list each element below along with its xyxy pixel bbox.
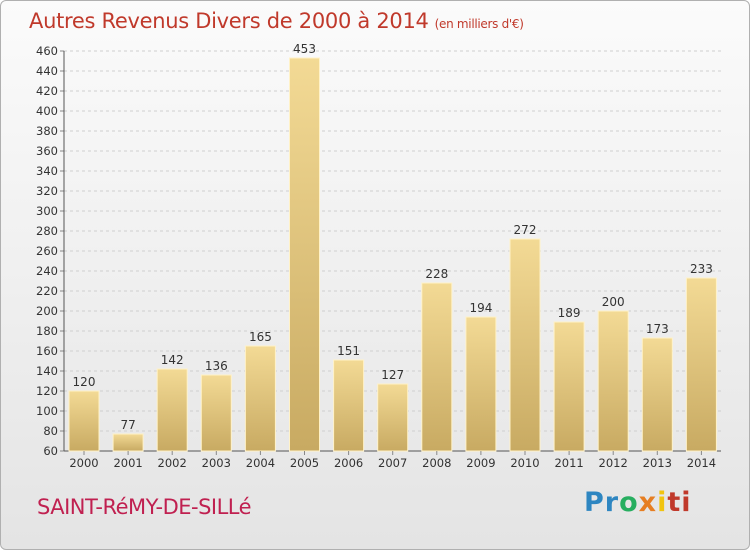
bar-value-label: 194: [469, 301, 492, 315]
x-tick-label: 2008: [422, 456, 451, 470]
bar: [465, 316, 497, 452]
bar: [509, 238, 541, 452]
y-tick-label: 240: [36, 264, 58, 278]
chart-title: Autres Revenus Divers de 2000 à 2014 (en …: [29, 9, 524, 33]
x-tick-label: 2006: [334, 456, 363, 470]
bar: [641, 337, 673, 452]
logo-part-4: i: [657, 487, 668, 518]
y-tick-label: 400: [36, 104, 58, 118]
logo-part-2: o: [619, 487, 639, 518]
chart-subtitle: (en milliers d'€): [434, 17, 524, 31]
bar: [244, 345, 276, 452]
y-tick-label: 220: [36, 284, 58, 298]
logo-part-5: ti: [667, 487, 692, 518]
y-tick-label: 80: [43, 424, 58, 438]
bar: [597, 310, 629, 452]
commune-name: SAINT-RéMY-DE-SILLé: [37, 495, 252, 519]
bar: [68, 390, 100, 452]
y-tick-label: 180: [36, 324, 58, 338]
x-tick-label: 2000: [69, 456, 98, 470]
bar: [685, 277, 717, 452]
bar: [377, 383, 409, 452]
bar-value-label: 173: [646, 322, 669, 336]
bar-value-label: 165: [249, 330, 272, 344]
bar: [421, 282, 453, 452]
x-tick-label: 2012: [599, 456, 628, 470]
y-tick-label: 160: [36, 344, 58, 358]
y-tick-label: 200: [36, 304, 58, 318]
x-tick-label: 2009: [466, 456, 495, 470]
bar: [553, 321, 585, 452]
y-tick-label: 380: [36, 124, 58, 138]
x-tick-label: 2003: [202, 456, 231, 470]
chart-title-text: Autres Revenus Divers de 2000 à 2014: [29, 9, 429, 33]
proxiti-logo: Proxiti: [584, 487, 692, 518]
bar: [112, 433, 144, 452]
y-tick-label: 60: [43, 444, 58, 458]
logo-part-3: x: [638, 487, 658, 518]
y-tick-label: 360: [36, 144, 58, 158]
y-tick-label: 280: [36, 224, 58, 238]
x-tick-label: 2010: [510, 456, 539, 470]
bar-value-label: 233: [690, 262, 713, 276]
x-tick-label: 2011: [554, 456, 583, 470]
y-tick-label: 120: [36, 384, 58, 398]
y-tick-label: 300: [36, 204, 58, 218]
bar-value-label: 453: [293, 42, 316, 56]
bar-value-label: 272: [514, 223, 537, 237]
bar: [333, 359, 365, 452]
y-tick-label: 420: [36, 84, 58, 98]
y-tick-label: 260: [36, 244, 58, 258]
bar-value-label: 136: [205, 359, 228, 373]
y-tick-label: 320: [36, 184, 58, 198]
y-tick-label: 340: [36, 164, 58, 178]
bar-value-label: 228: [425, 267, 448, 281]
logo-part-1: Pr: [584, 487, 620, 518]
y-tick-label: 100: [36, 404, 58, 418]
bar: [156, 368, 188, 452]
y-tick-label: 440: [36, 64, 58, 78]
x-tick-label: 2007: [378, 456, 407, 470]
bar: [289, 57, 320, 452]
bar-value-label: 151: [337, 344, 360, 358]
y-tick-label: 140: [36, 364, 58, 378]
x-tick-label: 2002: [158, 456, 187, 470]
x-tick-label: 2013: [643, 456, 672, 470]
bar-value-label: 127: [381, 368, 404, 382]
bar-value-label: 142: [161, 353, 184, 367]
x-tick-label: 2004: [246, 456, 275, 470]
bar-value-label: 120: [73, 375, 96, 389]
y-tick-label: 460: [36, 44, 58, 58]
x-tick-label: 2014: [687, 456, 716, 470]
bar-value-label: 77: [120, 418, 135, 432]
bar-value-label: 189: [558, 306, 581, 320]
bar-value-label: 200: [602, 295, 625, 309]
bar: [200, 374, 232, 452]
x-tick-label: 2005: [290, 456, 319, 470]
x-tick-label: 2001: [113, 456, 142, 470]
